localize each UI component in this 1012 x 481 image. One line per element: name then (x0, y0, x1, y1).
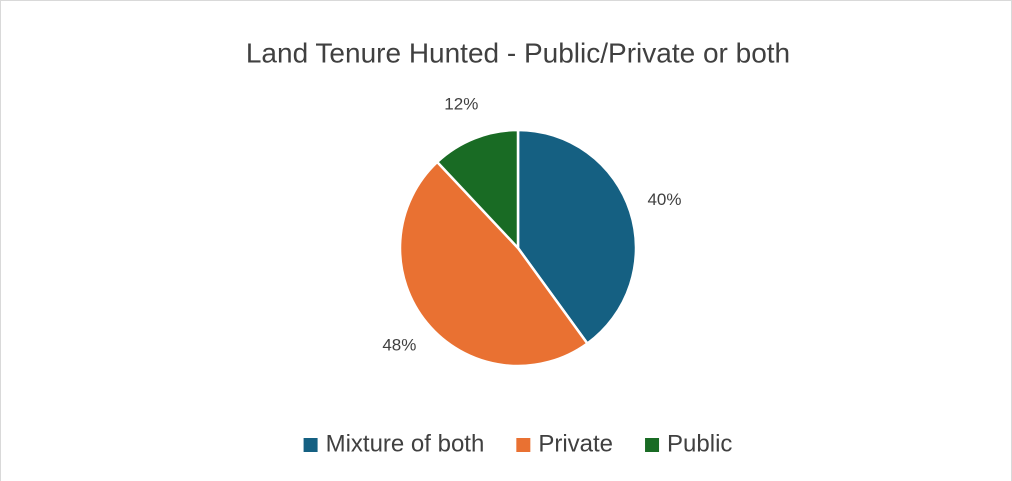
legend-label: Mixture of both (326, 430, 485, 457)
data-label: 40% (647, 190, 681, 209)
data-label: 48% (382, 336, 416, 355)
legend-swatch (303, 438, 318, 452)
legend-label: Public (667, 430, 732, 457)
chart-title: Land Tenure Hunted - Public/Private or b… (246, 37, 790, 68)
pie-slice (435, 128, 520, 252)
legend-swatch (645, 438, 660, 452)
legend-swatch (516, 438, 531, 452)
data-label: 12% (444, 94, 478, 113)
pie-slice (516, 128, 638, 346)
pie-slice (398, 160, 590, 368)
legend-label: Private (538, 430, 613, 457)
